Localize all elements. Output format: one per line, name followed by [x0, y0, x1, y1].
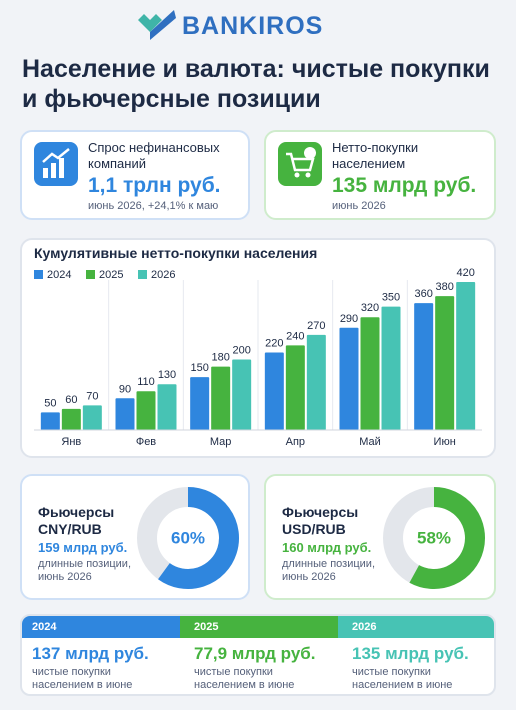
bar — [157, 384, 177, 430]
summary-year: 2024 — [32, 621, 57, 633]
bar — [190, 377, 210, 430]
donut-note: длинные позиции, июнь 2026 — [282, 558, 375, 583]
legend-swatch — [86, 270, 95, 279]
bar — [40, 412, 60, 430]
x-tick-label: Мар — [210, 436, 232, 448]
card-value: 135 млрд руб. — [332, 174, 477, 197]
summary-item: 2026 135 млрд руб. чистые покупки населе… — [338, 616, 494, 694]
summary-value: 77,9 млрд руб. — [194, 644, 316, 663]
bar — [136, 391, 156, 430]
donut-title: Фьючерсы USD/RUB — [282, 504, 359, 537]
summary-year: 2025 — [194, 621, 219, 633]
value-label: 270 — [307, 320, 325, 332]
bar — [61, 408, 81, 430]
value-label: 380 — [435, 281, 453, 293]
x-tick-label: Июн — [434, 436, 456, 448]
value-label: 220 — [265, 337, 283, 349]
value-label: 420 — [456, 267, 474, 279]
summary-note: чистые покупки населением в июне — [352, 666, 453, 691]
chart-title: Кумулятивные нетто-покупки населения — [34, 245, 317, 261]
card-label: Спрос нефинансовых компаний — [88, 140, 220, 171]
bar — [285, 345, 305, 430]
card-icon — [34, 142, 78, 186]
summary-year: 2026 — [352, 621, 377, 633]
value-label: 50 — [44, 397, 56, 409]
donut-value-label: 58% — [417, 528, 451, 547]
legend-label: 2025 — [99, 269, 123, 281]
page-title: Население и валюта: чистые покупки и фью… — [22, 55, 490, 113]
card-note: июнь 2026, +24,1% к маю — [88, 200, 219, 212]
legend-label: 2024 — [47, 269, 71, 281]
summary-item: 2024 137 млрд руб. чистые покупки населе… — [22, 616, 180, 694]
legend-label: 2026 — [151, 269, 175, 281]
x-tick-label: Май — [359, 436, 381, 448]
x-tick-label: Фев — [136, 436, 156, 448]
value-label: 360 — [414, 288, 432, 300]
bar — [360, 317, 380, 430]
card-note: июнь 2026 — [332, 200, 386, 212]
value-label: 200 — [232, 345, 250, 357]
donut-note: длинные позиции, июнь 2026 — [38, 558, 131, 583]
legend-swatch — [34, 270, 43, 279]
summary-header — [180, 616, 338, 638]
bar — [82, 405, 102, 430]
bar — [264, 352, 284, 430]
chart-card: Кумулятивные нетто-покупки населения 202… — [20, 238, 496, 458]
value-label: 350 — [382, 292, 400, 304]
card-value: 1,1 трлн руб. — [88, 174, 221, 197]
donut-segment — [409, 487, 485, 589]
value-label: 240 — [286, 330, 304, 342]
value-label: 110 — [137, 376, 155, 388]
summary-strip: 2024 137 млрд руб. чистые покупки населе… — [20, 614, 496, 696]
summary-note: чистые покупки населением в июне — [32, 666, 133, 691]
stat-card: Спрос нефинансовых компаний 1,1 трлн руб… — [20, 130, 250, 220]
donut-title: Фьючерсы CNY/RUB — [38, 504, 115, 537]
bar — [435, 296, 455, 430]
value-label: 180 — [211, 352, 229, 364]
value-label: 150 — [190, 362, 208, 374]
card-icon — [278, 142, 322, 186]
x-tick-label: Янв — [61, 436, 81, 448]
bar — [232, 359, 252, 430]
donut-subtitle: 159 млрд руб. — [38, 540, 128, 555]
donut-segment — [158, 487, 239, 589]
x-tick-label: Апр — [286, 436, 305, 448]
stat-card: Нетто-покупки населением 135 млрд руб. и… — [264, 130, 496, 220]
summary-header — [338, 616, 494, 638]
bar-chart: Кумулятивные нетто-покупки населения 202… — [34, 245, 482, 448]
donut-card: Фьючерсы CNY/RUB 159 млрд руб. длинные п… — [20, 474, 250, 600]
value-label: 290 — [340, 313, 358, 325]
bar — [115, 398, 135, 430]
summary-note: чистые покупки населением в июне — [194, 666, 295, 691]
bar — [456, 282, 476, 430]
bar — [381, 306, 401, 430]
donut-card: Фьючерсы USD/RUB 160 млрд руб. длинные п… — [264, 474, 496, 600]
summary-value: 137 млрд руб. — [32, 644, 149, 663]
brand: BANKIROS — [182, 12, 324, 40]
donut-subtitle: 160 млрд руб. — [282, 540, 372, 555]
legend-swatch — [138, 270, 147, 279]
value-label: 320 — [361, 302, 379, 314]
bar — [339, 327, 359, 430]
value-label: 130 — [158, 369, 176, 381]
value-label: 90 — [119, 383, 131, 395]
bar — [211, 366, 231, 430]
logo-icon — [138, 10, 176, 40]
value-label: 60 — [65, 394, 77, 406]
summary-header — [22, 616, 180, 638]
bar — [414, 303, 434, 430]
donut-value-label: 60% — [171, 528, 205, 547]
summary-item: 2025 77,9 млрд руб. чистые покупки насел… — [180, 616, 338, 694]
donut-chart: 58% — [383, 487, 485, 589]
value-label: 70 — [86, 390, 98, 402]
summary-value: 135 млрд руб. — [352, 644, 469, 663]
donut-chart: 60% — [137, 487, 239, 589]
card-label: Нетто-покупки населением — [332, 140, 419, 171]
bar — [306, 334, 326, 430]
